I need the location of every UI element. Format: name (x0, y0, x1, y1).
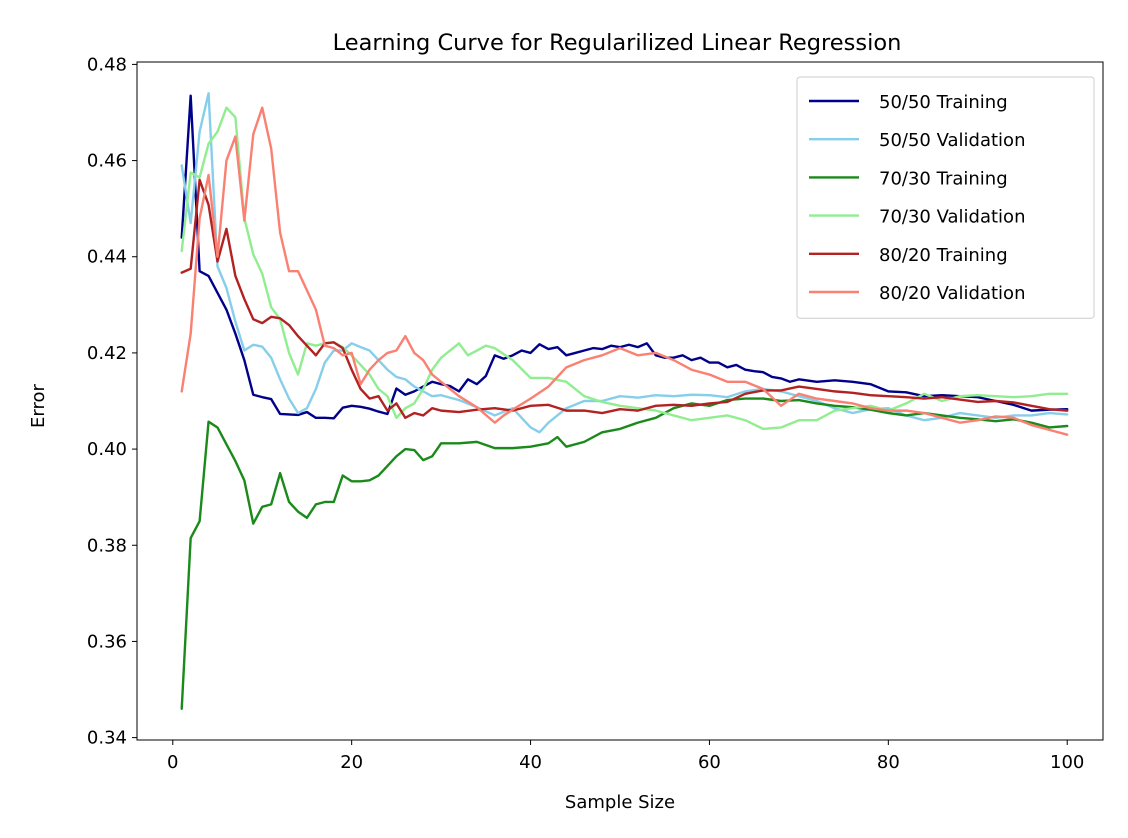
legend-label-5: 80/20 Validation (879, 283, 1025, 304)
y-axis-label: Error (28, 383, 49, 427)
legend-label-3: 70/30 Validation (879, 207, 1025, 228)
legend-label-1: 50/50 Validation (879, 130, 1025, 151)
x-tick-label-2: 40 (519, 752, 542, 773)
series-line-0 (180, 94, 1069, 420)
legend-label-4: 80/20 Training (879, 245, 1008, 266)
x-axis: 0 20 40 60 80 100 (167, 740, 1084, 773)
y-tick-label-5: 0.44 (87, 247, 127, 268)
legend-box (796, 76, 1095, 319)
series-line-2 (180, 397, 1069, 710)
x-tick-label-4: 80 (877, 752, 900, 773)
x-axis-label: Sample Size (565, 792, 675, 813)
y-tick-label-6: 0.46 (87, 151, 127, 172)
y-tick-label-2: 0.38 (87, 535, 127, 556)
x-tick-label-0: 0 (167, 752, 178, 773)
chart-title: Learning Curve for Regularilized Linear … (333, 30, 902, 56)
plot-frame (136, 61, 1104, 741)
x-tick-label-1: 20 (340, 752, 363, 773)
legend: 50/50 Training 50/50 Validation 70/30 Trai… (796, 76, 1095, 319)
y-tick-label-0: 0.34 (87, 728, 127, 749)
series-line-5 (180, 106, 1069, 436)
series-group (180, 92, 1069, 710)
y-axis: 0.34 0.36 0.38 0.40 0.42 0.44 0.46 0.48 (87, 54, 137, 749)
y-tick-label-4: 0.42 (87, 343, 127, 364)
series-line-4 (180, 178, 1069, 420)
x-tick-label-5: 100 (1050, 752, 1084, 773)
x-tick-label-3: 60 (698, 752, 721, 773)
legend-label-0: 50/50 Training (879, 92, 1008, 113)
legend-label-2: 70/30 Training (879, 168, 1008, 189)
y-tick-label-7: 0.48 (87, 54, 127, 75)
y-tick-label-3: 0.40 (87, 439, 127, 460)
y-tick-label-1: 0.36 (87, 631, 127, 652)
